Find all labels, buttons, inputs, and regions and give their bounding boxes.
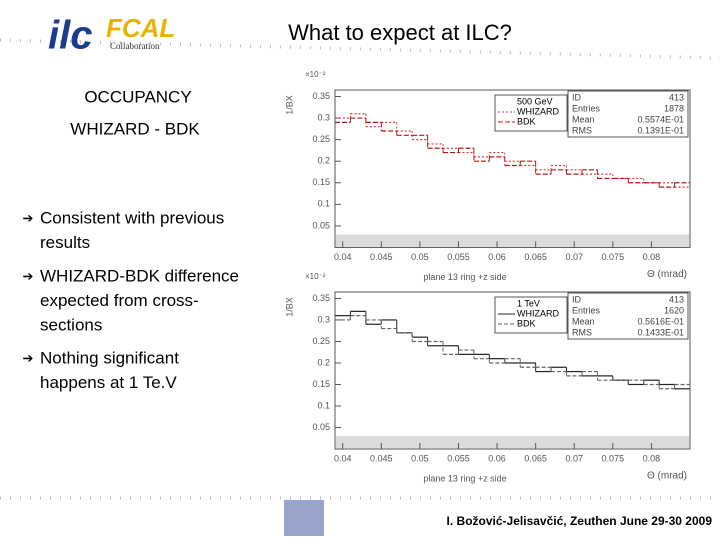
x-tick-label: 0.07	[565, 453, 583, 463]
y-multiplier: ×10⁻²	[305, 272, 326, 281]
x-tick-label: 0.06	[488, 453, 506, 463]
legend-label: WHIZARD	[517, 106, 559, 116]
stats-value: 1620	[664, 305, 684, 315]
x-tick-label: 0.04	[334, 453, 352, 463]
legend-box	[494, 94, 568, 132]
stats-label: RMS	[572, 327, 592, 337]
plot-frame	[334, 291, 691, 450]
stats-label: ID	[572, 294, 582, 304]
bullet-text: WHIZARD-BDK difference	[40, 266, 239, 285]
x-tick-label: 0.08	[643, 252, 661, 262]
caption: plane 13 ring +z side	[423, 473, 506, 483]
stats-value: 0.1433E-01	[637, 327, 684, 337]
stats-label: Mean	[572, 114, 595, 124]
x-tick-label: 0.08	[643, 453, 661, 463]
bullet-text: expected from cross-	[40, 291, 199, 310]
stats-box	[567, 292, 689, 340]
y-tick-label: 0.25	[312, 336, 330, 346]
y-tick-label: 0.2	[317, 156, 330, 166]
slide-title: What to expect at ILC?	[288, 20, 512, 45]
x-tick-label: 0.07	[565, 252, 583, 262]
legend-title: 500 GeV	[517, 96, 553, 106]
stats-value: 413	[669, 92, 684, 102]
stats-value: 0.5616E-01	[637, 316, 684, 326]
y-tick-label: 0.15	[312, 177, 330, 187]
stats-value: 0.1391E-01	[637, 125, 684, 135]
x-axis-label: Θ (mrad)	[647, 471, 687, 482]
bullet-arrow: ➔	[23, 350, 34, 365]
x-tick-label: 0.045	[370, 453, 393, 463]
bullet-arrow: ➔	[23, 268, 34, 283]
stats-label: Entries	[572, 103, 601, 113]
x-tick-label: 0.045	[370, 252, 393, 262]
y-tick-label: 0.1	[317, 199, 330, 209]
x-tick-label: 0.04	[334, 252, 352, 262]
y-tick-label: 0.2	[317, 357, 330, 367]
stats-label: Entries	[572, 305, 601, 315]
y-tick-label: 0.1	[317, 400, 330, 410]
footer: I. Božović-Jelisavčić, Zeuthen June 29-3…	[447, 514, 713, 528]
stats-box	[567, 90, 689, 138]
stats-value: 413	[669, 294, 684, 304]
subtitle: WHIZARD - BDK	[70, 119, 200, 138]
legend-label: WHIZARD	[517, 308, 559, 318]
y-tick-label: 0.35	[312, 293, 330, 303]
stats-label: Mean	[572, 316, 595, 326]
bullet-text: happens at 1 Te.V	[40, 373, 177, 392]
background-band	[335, 436, 690, 449]
x-tick-label: 0.055	[447, 453, 470, 463]
stats-label: RMS	[572, 125, 592, 135]
y-axis-label: 1/BX	[284, 297, 294, 317]
bullet-arrow: ➔	[23, 210, 34, 225]
logo-main: ilc	[48, 14, 92, 58]
stats-value: 0.5574E-01	[637, 114, 684, 124]
x-tick-label: 0.06	[488, 252, 506, 262]
logo-caption: Collaboration	[110, 41, 160, 51]
logo-sub: FCAL	[106, 13, 175, 43]
x-tick-label: 0.075	[602, 453, 625, 463]
legend-label: BDK	[517, 116, 536, 126]
subtitle: OCCUPANCY	[84, 87, 191, 106]
x-tick-label: 0.055	[447, 252, 470, 262]
x-axis-label: Θ (mrad)	[647, 269, 687, 280]
logo-grid	[284, 500, 324, 536]
y-tick-label: 0.05	[312, 220, 330, 230]
x-tick-label: 0.065	[524, 453, 547, 463]
legend-title: 1 TeV	[517, 298, 540, 308]
stats-value: 1878	[664, 103, 684, 113]
x-tick-label: 0.05	[411, 453, 429, 463]
stats-label: ID	[572, 92, 582, 102]
y-tick-label: 0.3	[317, 112, 330, 122]
y-multiplier: ×10⁻²	[305, 70, 326, 79]
y-tick-label: 0.25	[312, 134, 330, 144]
dotted-rule	[0, 38, 720, 60]
bullet-text: Nothing significant	[40, 348, 179, 367]
x-tick-label: 0.05	[411, 252, 429, 262]
x-tick-label: 0.075	[602, 252, 625, 262]
bullet-text: results	[40, 233, 90, 252]
y-tick-label: 0.05	[312, 422, 330, 432]
y-tick-label: 0.35	[312, 91, 330, 101]
y-axis-label: 1/BX	[284, 95, 294, 115]
caption: plane 13 ring +z side	[423, 272, 506, 282]
bullet-text: Consistent with previous	[40, 208, 224, 227]
x-tick-label: 0.065	[524, 252, 547, 262]
y-tick-label: 0.3	[317, 314, 330, 324]
legend-label: BDK	[517, 318, 536, 328]
background-band	[335, 234, 690, 248]
bullet-text: sections	[40, 315, 102, 334]
y-tick-label: 0.15	[312, 379, 330, 389]
plot-frame	[334, 89, 691, 248]
legend-box	[494, 296, 568, 334]
